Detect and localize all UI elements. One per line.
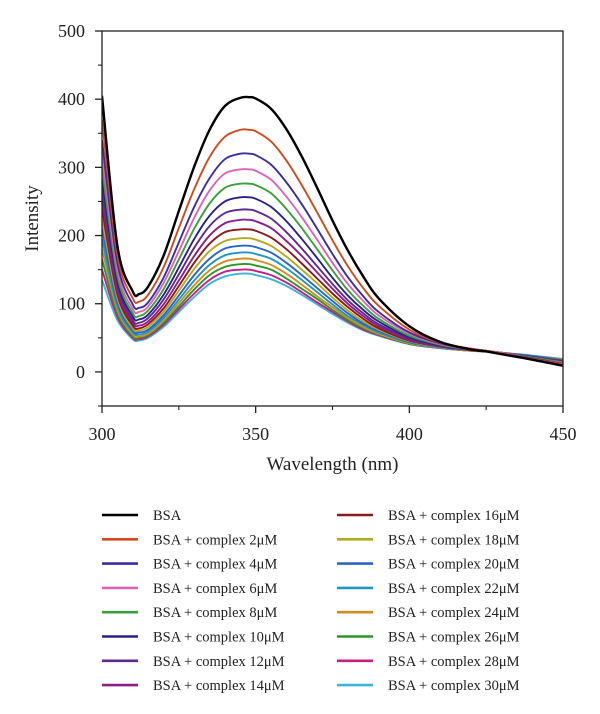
series-line-5 [102,167,563,364]
x-tick-label: 350 [242,424,269,444]
x-tick-label: 400 [396,424,423,444]
y-axis-title: Intensity [22,185,43,252]
axes: 300 350 400 450 0 100 200 300 400 500 [58,21,577,444]
legend-label: BSA + complex 4μM [153,557,277,573]
legend-label: BSA + complex 8μM [153,605,277,621]
series-line-3 [102,139,563,365]
legend: BSA BSA + complex 2μM BSA + complex 4μM BSA… [102,508,520,694]
y-tick-label: 500 [58,21,85,41]
legend-label: BSA + complex 18μM [388,532,520,548]
legend-label: BSA + complex 28μM [388,654,520,670]
legend-label: BSA + complex 14μM [153,678,285,694]
legend-label: BSA + complex 16μM [388,508,520,524]
legend-label: BSA + complex 10μM [153,630,285,646]
legend-label: BSA + complex 20μM [388,557,520,573]
legend-label: BSA + complex 12μM [153,654,285,670]
legend-label: BSA [153,508,182,524]
legend-label: BSA + complex 22μM [388,581,520,597]
series-line-12 [102,238,563,362]
series-line-1 [102,95,563,367]
y-tick-label: 100 [58,294,85,314]
y-tick-label: 400 [58,89,85,109]
legend-label: BSA + complex 26μM [388,630,520,646]
y-tick-label: 300 [58,157,85,177]
x-tick-label: 450 [550,424,577,444]
series-layer [102,95,563,367]
legend-label: BSA + complex 24μM [388,605,520,621]
legend-label: BSA + complex 2μM [153,532,277,548]
x-axis-title: Wavelength (nm) [267,454,399,475]
x-tick-label: 300 [89,424,116,444]
legend-label: BSA + complex 30μM [388,678,520,694]
y-tick-label: 200 [58,226,85,246]
legend-label: BSA + complex 6μM [153,581,277,597]
series-line-2 [102,119,563,366]
y-tick-label: 0 [76,362,85,382]
